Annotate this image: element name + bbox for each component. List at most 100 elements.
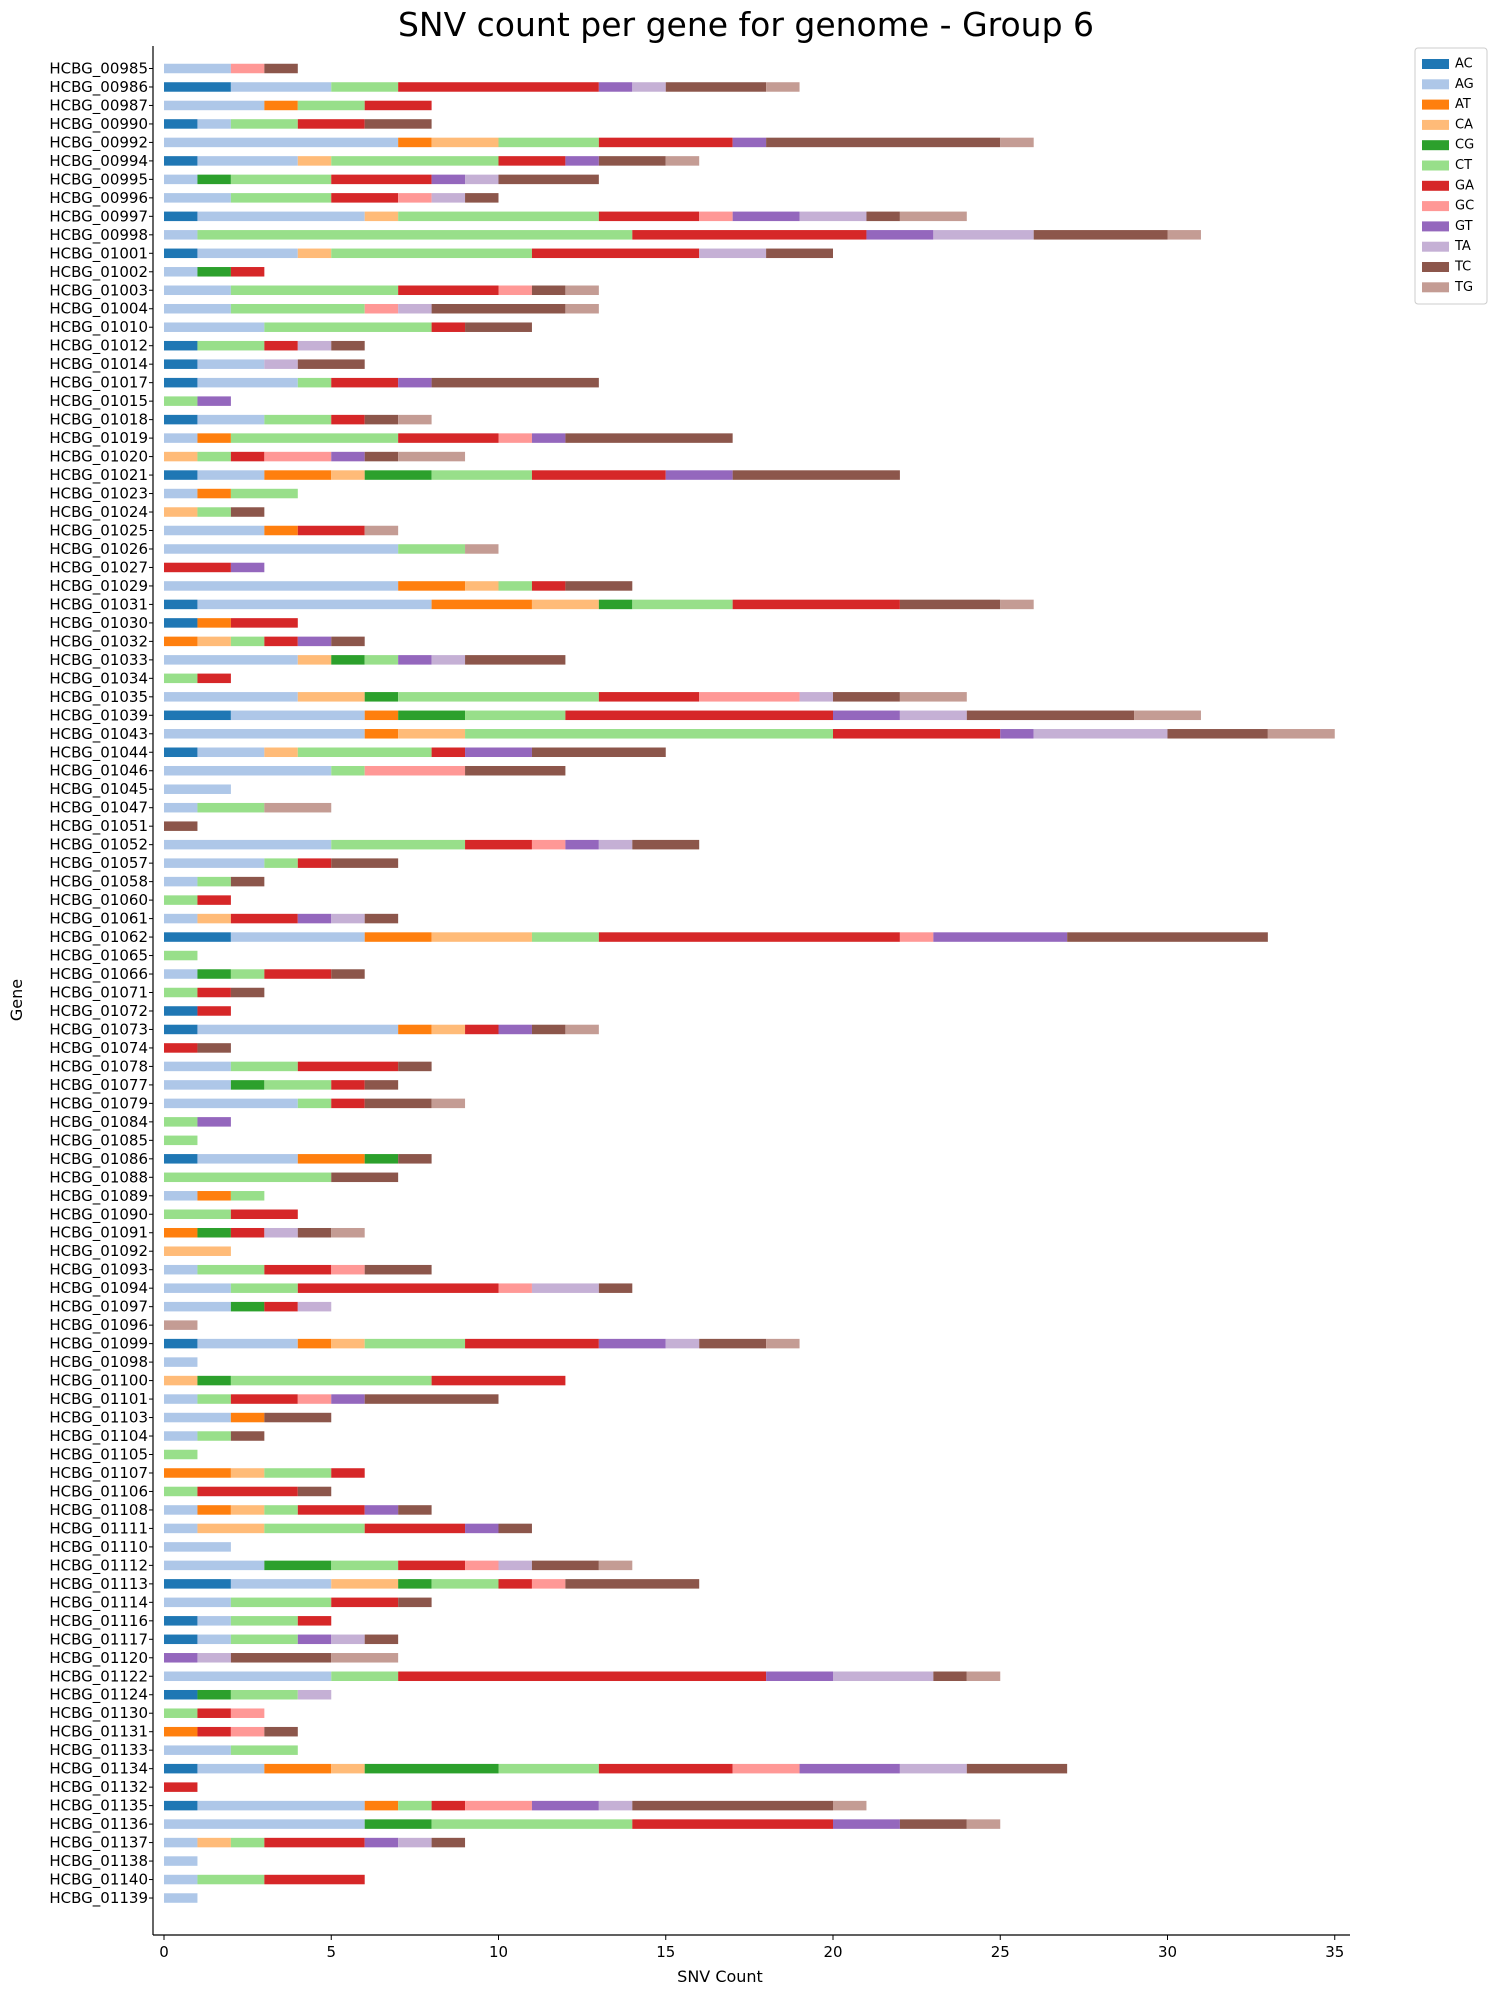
gene-label-hcbg-01025: HCBG_01025 [49, 522, 148, 541]
bar-hcbg-01026-ag [164, 544, 399, 554]
bar-hcbg-00994-tc [598, 156, 666, 166]
bar-hcbg-01071-ga [197, 987, 231, 998]
gene-label-hcbg-01116: HCBG_01116 [49, 1612, 148, 1631]
bar-hcbg-01099-ct [364, 1338, 466, 1349]
bar-hcbg-01077-ct [264, 1080, 332, 1090]
legend-swatch-gt [1422, 221, 1449, 232]
bar-hcbg-01033-gt [398, 655, 432, 665]
x-tick-label-10: 10 [489, 1943, 508, 1961]
bar-hcbg-01111-ct [264, 1523, 365, 1534]
bar-hcbg-01019-ag [164, 433, 198, 443]
bar-hcbg-01035-ga [598, 692, 700, 702]
bar-hcbg-01031-ac [164, 599, 198, 610]
bar-hcbg-01031-tc [899, 599, 1001, 610]
gene-label-hcbg-01091: HCBG_01091 [49, 1224, 148, 1243]
gene-label-hcbg-00985: HCBG_00985 [49, 60, 148, 79]
bar-hcbg-01092-ca [164, 1246, 231, 1256]
bar-hcbg-00997-ct [398, 211, 599, 222]
gene-label-hcbg-01137: HCBG_01137 [49, 1834, 148, 1853]
bar-hcbg-01012-tc [331, 340, 365, 351]
bar-hcbg-01112-ag [164, 1560, 265, 1571]
bar-hcbg-01101-tc [364, 1394, 499, 1404]
bar-hcbg-01003-tc [531, 285, 566, 296]
bar-hcbg-00997-ga [598, 211, 700, 222]
bar-hcbg-00992-ag [164, 137, 399, 148]
gene-label-hcbg-01031: HCBG_01031 [49, 595, 148, 614]
bar-hcbg-01058-tc [230, 876, 265, 887]
bar-hcbg-00995-ta [465, 174, 499, 185]
gene-label-hcbg-01132: HCBG_01132 [49, 1778, 148, 1797]
bar-hcbg-01039-cg [398, 710, 466, 721]
x-tick-label-20: 20 [823, 1943, 842, 1961]
bar-hcbg-01032-gt [297, 636, 332, 647]
bar-hcbg-01079-tc [364, 1098, 432, 1109]
bar-hcbg-01086-cg [364, 1154, 399, 1164]
bar-hcbg-00994-ag [197, 156, 298, 166]
bar-hcbg-01065-ct [164, 950, 198, 961]
gene-label-hcbg-01101: HCBG_01101 [49, 1390, 148, 1409]
bar-hcbg-00997-ac [164, 211, 198, 222]
bar-hcbg-01020-ga [230, 451, 265, 462]
bar-hcbg-01111-ag [164, 1523, 198, 1534]
bar-hcbg-01052-tc [632, 839, 700, 850]
bar-hcbg-00998-tg [1167, 230, 1201, 240]
gene-label-hcbg-01032: HCBG_01032 [49, 632, 148, 651]
bar-hcbg-01018-tc [364, 414, 399, 425]
legend-swatch-ca [1422, 119, 1449, 130]
gene-label-hcbg-01045: HCBG_01045 [49, 780, 148, 799]
gene-label-hcbg-01035: HCBG_01035 [49, 688, 148, 707]
gene-label-hcbg-01073: HCBG_01073 [49, 1020, 148, 1039]
bar-hcbg-01001-ac [164, 248, 198, 259]
gene-label-hcbg-01052: HCBG_01052 [49, 836, 148, 855]
bar-hcbg-01134-gt [799, 1763, 900, 1774]
bar-hcbg-01046-ct [331, 765, 365, 776]
bar-hcbg-01099-gt [598, 1338, 666, 1349]
bar-hcbg-01077-tc [364, 1080, 399, 1090]
gene-label-hcbg-01039: HCBG_01039 [49, 706, 148, 725]
gene-label-hcbg-00995: HCBG_00995 [49, 170, 148, 189]
gene-label-hcbg-01107: HCBG_01107 [49, 1464, 148, 1483]
bar-hcbg-01029-ct [498, 581, 532, 591]
gene-label-hcbg-01027: HCBG_01027 [49, 558, 148, 577]
bar-hcbg-01099-ac [164, 1338, 198, 1349]
bar-hcbg-01136-ct [431, 1819, 633, 1829]
bar-hcbg-01124-ac [164, 1689, 198, 1700]
bar-hcbg-01073-tg [565, 1024, 599, 1035]
bar-hcbg-01137-ca [197, 1837, 231, 1848]
bar-hcbg-01073-at [398, 1024, 432, 1035]
bar-hcbg-01043-tc [1167, 729, 1268, 739]
bar-hcbg-01035-gc [699, 692, 800, 702]
bar-hcbg-00998-ct [197, 230, 633, 240]
bar-hcbg-01021-tc [732, 470, 900, 480]
bar-hcbg-01023-at [197, 488, 231, 499]
bar-hcbg-01099-ag [197, 1338, 298, 1349]
bar-hcbg-01074-tc [197, 1043, 231, 1053]
bar-hcbg-01044-ga [431, 747, 466, 758]
bar-hcbg-01086-at [297, 1154, 365, 1164]
bar-hcbg-01031-ct [632, 599, 733, 610]
bar-hcbg-01003-ct [230, 285, 399, 296]
bar-hcbg-01117-ta [331, 1634, 365, 1645]
bar-hcbg-01117-tc [364, 1634, 399, 1645]
bar-hcbg-01035-tc [833, 692, 900, 702]
bar-hcbg-01120-tg [331, 1653, 399, 1663]
bar-hcbg-01101-ga [230, 1394, 298, 1404]
gene-label-hcbg-01108: HCBG_01108 [49, 1501, 148, 1520]
bar-hcbg-01111-ca [197, 1523, 265, 1534]
bar-hcbg-01100-ga [431, 1375, 566, 1386]
gene-label-hcbg-00997: HCBG_00997 [49, 207, 148, 226]
bar-hcbg-01062-gt [933, 932, 1068, 942]
bar-hcbg-01099-tg [766, 1338, 800, 1349]
legend-label-ct: CT [1455, 158, 1472, 173]
bar-hcbg-01020-gt [331, 451, 365, 462]
gene-label-hcbg-01021: HCBG_01021 [49, 466, 148, 485]
x-tick-label-15: 15 [656, 1943, 675, 1961]
gene-label-hcbg-01046: HCBG_01046 [49, 762, 148, 781]
bar-hcbg-01107-ga [331, 1468, 365, 1478]
bar-hcbg-01044-ct [297, 747, 432, 758]
bar-hcbg-01039-gt [833, 710, 900, 721]
bar-hcbg-00997-ag [197, 211, 365, 222]
bar-hcbg-01122-gt [766, 1671, 833, 1682]
legend-box [1414, 47, 1488, 305]
bar-hcbg-01021-ac [164, 470, 198, 480]
